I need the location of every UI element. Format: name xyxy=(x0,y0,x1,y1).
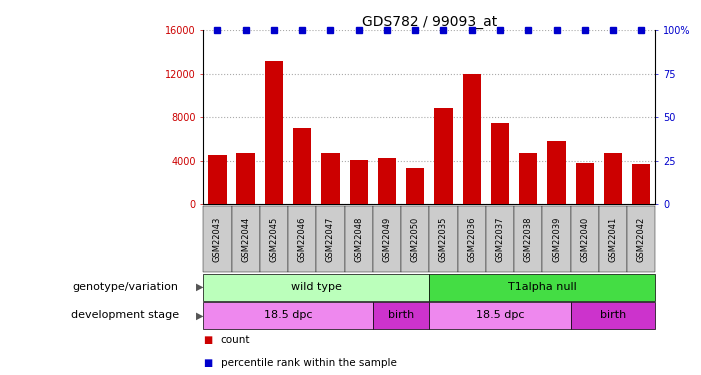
Text: wild type: wild type xyxy=(291,282,342,292)
Bar xyxy=(293,128,311,204)
Text: GSM22044: GSM22044 xyxy=(241,216,250,262)
Text: GSM22047: GSM22047 xyxy=(326,216,335,262)
Text: GSM22043: GSM22043 xyxy=(213,216,222,262)
Bar xyxy=(547,141,566,204)
Text: birth: birth xyxy=(600,310,626,320)
Text: ▶: ▶ xyxy=(196,282,204,292)
Bar xyxy=(236,153,255,204)
Bar xyxy=(378,158,396,204)
Text: 18.5 dpc: 18.5 dpc xyxy=(264,310,313,320)
Text: GSM22049: GSM22049 xyxy=(383,216,391,262)
Text: GSM22045: GSM22045 xyxy=(269,216,278,262)
Text: T1alpha null: T1alpha null xyxy=(508,282,577,292)
Bar xyxy=(406,168,424,204)
Text: GSM22037: GSM22037 xyxy=(496,216,505,262)
Text: percentile rank within the sample: percentile rank within the sample xyxy=(221,358,397,368)
Title: GDS782 / 99093_at: GDS782 / 99093_at xyxy=(362,15,497,29)
Text: GSM22040: GSM22040 xyxy=(580,216,590,262)
Bar xyxy=(576,163,594,204)
Text: GSM22050: GSM22050 xyxy=(411,216,420,262)
Text: development stage: development stage xyxy=(71,310,179,320)
Bar xyxy=(435,108,453,204)
Text: genotype/variation: genotype/variation xyxy=(73,282,179,292)
Bar xyxy=(350,160,368,204)
Text: GSM22039: GSM22039 xyxy=(552,216,561,262)
Bar xyxy=(604,153,622,204)
Bar xyxy=(491,123,509,204)
Bar xyxy=(519,153,538,204)
Text: GSM22046: GSM22046 xyxy=(298,216,307,262)
Text: GSM22042: GSM22042 xyxy=(637,216,646,262)
Bar xyxy=(632,164,651,204)
Text: count: count xyxy=(221,335,250,345)
Text: GSM22048: GSM22048 xyxy=(354,216,363,262)
Text: GSM22036: GSM22036 xyxy=(468,216,476,262)
Text: GSM22038: GSM22038 xyxy=(524,216,533,262)
Text: 18.5 dpc: 18.5 dpc xyxy=(476,310,524,320)
Text: ▶: ▶ xyxy=(196,310,204,320)
Bar xyxy=(208,155,226,204)
Bar xyxy=(321,153,340,204)
Text: GSM22035: GSM22035 xyxy=(439,216,448,262)
Text: GSM22041: GSM22041 xyxy=(608,216,618,262)
Text: ■: ■ xyxy=(203,358,212,368)
Bar xyxy=(265,60,283,204)
Text: birth: birth xyxy=(388,310,414,320)
Text: ■: ■ xyxy=(203,335,212,345)
Bar xyxy=(463,74,481,204)
